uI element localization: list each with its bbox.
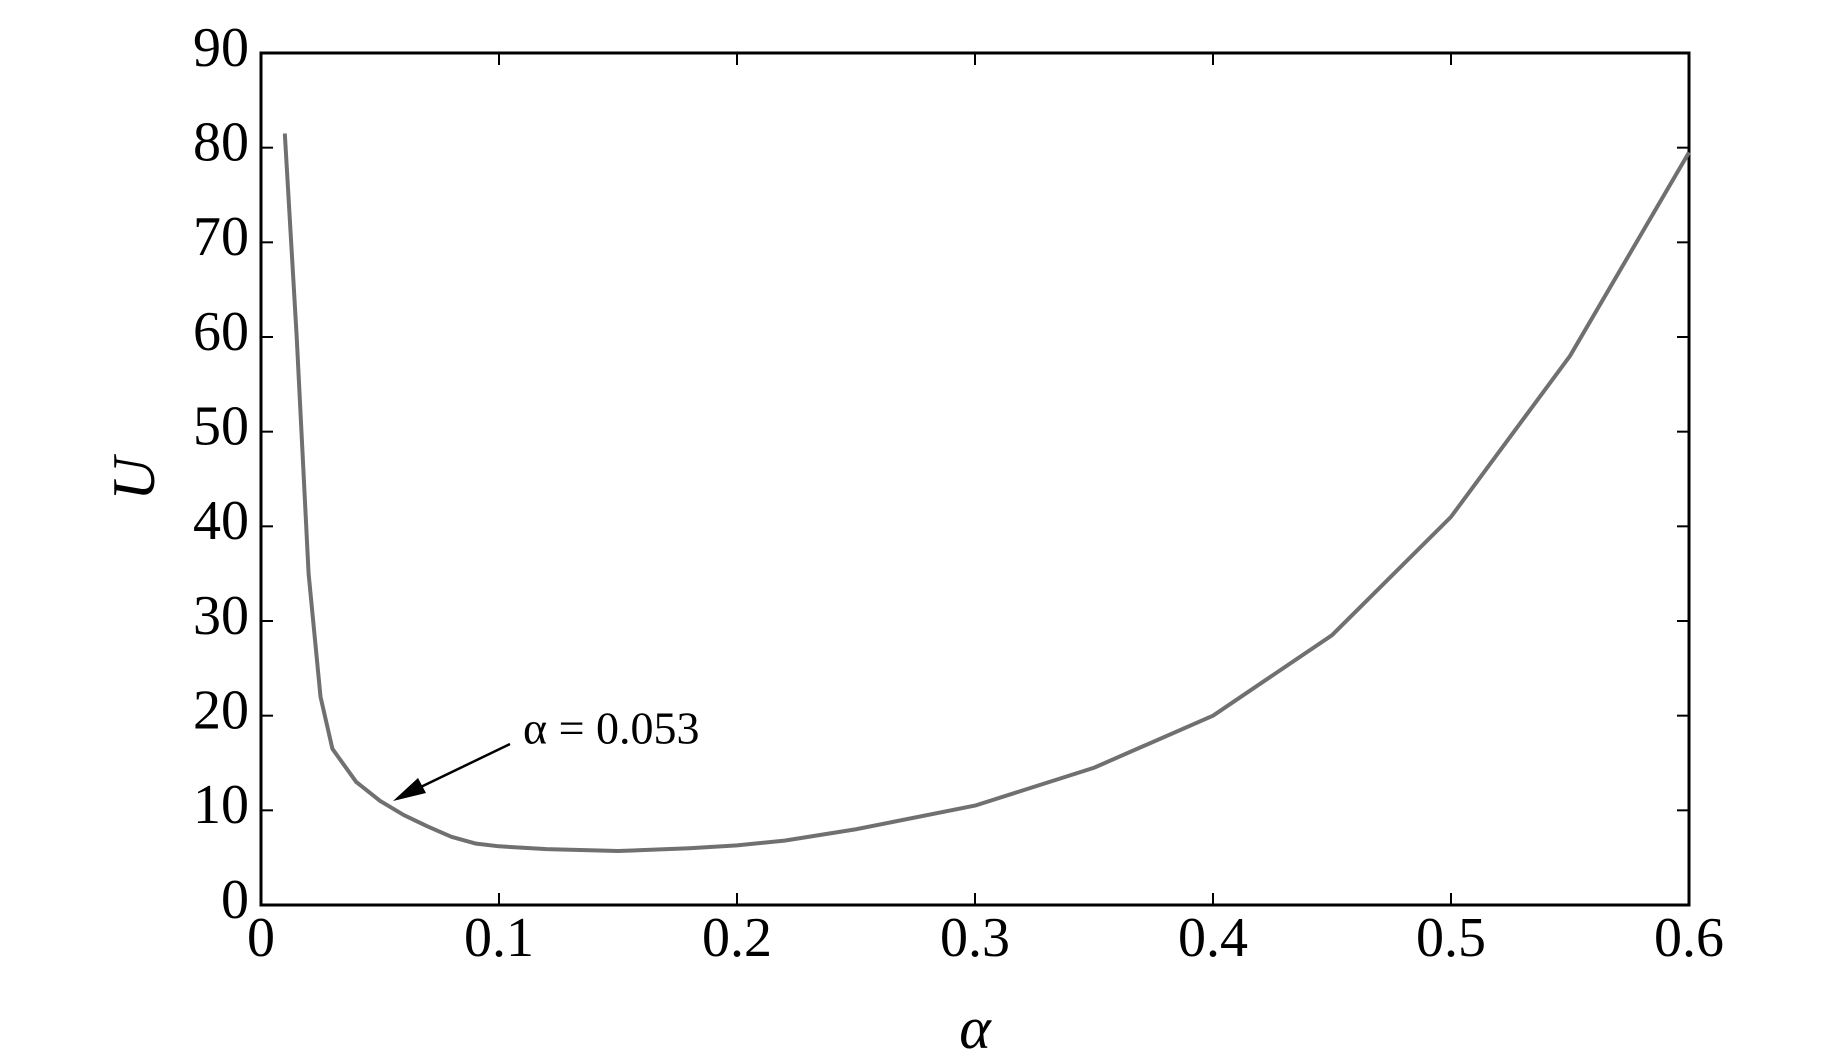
y-tick-label: 0	[221, 869, 249, 931]
x-tick-label: 0.4	[1178, 907, 1248, 969]
y-tick-label: 20	[193, 680, 249, 742]
x-tick-label: 0.3	[940, 907, 1010, 969]
y-tick-label: 10	[193, 774, 249, 836]
y-tick-label: 70	[193, 206, 249, 268]
y-tick-label: 90	[193, 17, 249, 79]
y-tick-label: 30	[193, 585, 249, 647]
y-tick-label: 40	[193, 490, 249, 552]
y-tick-label: 60	[193, 301, 249, 363]
x-axis-label: α	[959, 995, 992, 1061]
x-tick-label: 0.1	[464, 907, 534, 969]
plot-frame	[259, 51, 1691, 907]
x-tick-label: 0	[247, 907, 275, 969]
x-tick-label: 0.2	[702, 907, 772, 969]
y-axis-label: U	[101, 454, 167, 501]
annotation-arrowhead	[393, 778, 426, 801]
data-line	[282, 133, 1691, 854]
y-tick-label: 50	[193, 396, 249, 458]
y-tick-label: 80	[193, 112, 249, 174]
x-tick-label: 0.6	[1654, 907, 1724, 969]
x-tick-label: 0.5	[1416, 907, 1486, 969]
annotation: α = 0.053	[523, 703, 700, 754]
